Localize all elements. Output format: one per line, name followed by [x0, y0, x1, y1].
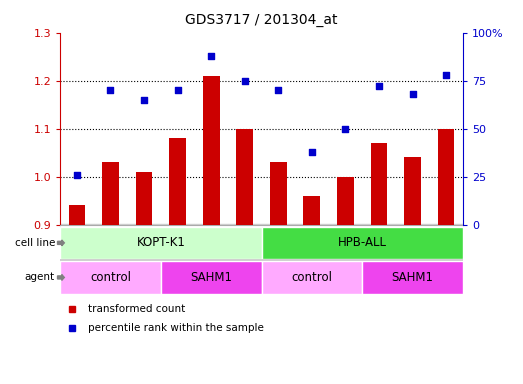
Bar: [262, 261, 362, 294]
Point: [274, 87, 282, 93]
Bar: [203, 76, 220, 225]
Text: HPB-ALL: HPB-ALL: [338, 237, 386, 249]
Bar: [135, 172, 152, 225]
Bar: [270, 162, 287, 225]
Bar: [161, 261, 262, 294]
Bar: [262, 227, 463, 259]
Point: [308, 149, 316, 155]
Text: percentile rank within the sample: percentile rank within the sample: [88, 323, 264, 333]
Bar: [169, 138, 186, 225]
Point: [241, 78, 249, 84]
Text: SAHM1: SAHM1: [392, 271, 434, 284]
Bar: [236, 129, 253, 225]
Bar: [404, 157, 421, 225]
Bar: [337, 177, 354, 225]
Point: [174, 87, 182, 93]
Point: [341, 126, 349, 132]
Bar: [371, 143, 388, 225]
Bar: [303, 196, 320, 225]
Text: control: control: [291, 271, 332, 284]
Text: KOPT-K1: KOPT-K1: [137, 237, 185, 249]
Point: [106, 87, 115, 93]
Bar: [69, 205, 85, 225]
Bar: [362, 261, 463, 294]
Text: control: control: [90, 271, 131, 284]
Bar: [60, 227, 262, 259]
Point: [442, 72, 450, 78]
Bar: [438, 129, 454, 225]
Bar: [60, 261, 161, 294]
Text: transformed count: transformed count: [88, 305, 186, 314]
Point: [140, 97, 148, 103]
Point: [73, 172, 81, 178]
Bar: [102, 162, 119, 225]
Point: [408, 91, 417, 97]
Text: GDS3717 / 201304_at: GDS3717 / 201304_at: [185, 13, 338, 27]
Text: agent: agent: [25, 272, 55, 283]
Text: cell line: cell line: [15, 238, 55, 248]
Point: [375, 83, 383, 89]
Text: SAHM1: SAHM1: [190, 271, 232, 284]
Point: [207, 53, 215, 59]
